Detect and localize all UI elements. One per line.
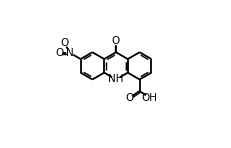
Circle shape [145,94,153,102]
Circle shape [112,76,119,83]
Text: O: O [125,93,133,103]
Text: O: O [55,48,63,58]
Text: NH: NH [108,74,123,85]
Text: O: O [111,36,120,46]
Text: O: O [60,38,68,49]
Text: OH: OH [141,93,157,103]
Circle shape [112,38,119,45]
Circle shape [56,50,62,56]
Circle shape [67,50,73,56]
Circle shape [61,41,67,46]
Text: N: N [66,48,73,58]
Circle shape [126,95,132,101]
